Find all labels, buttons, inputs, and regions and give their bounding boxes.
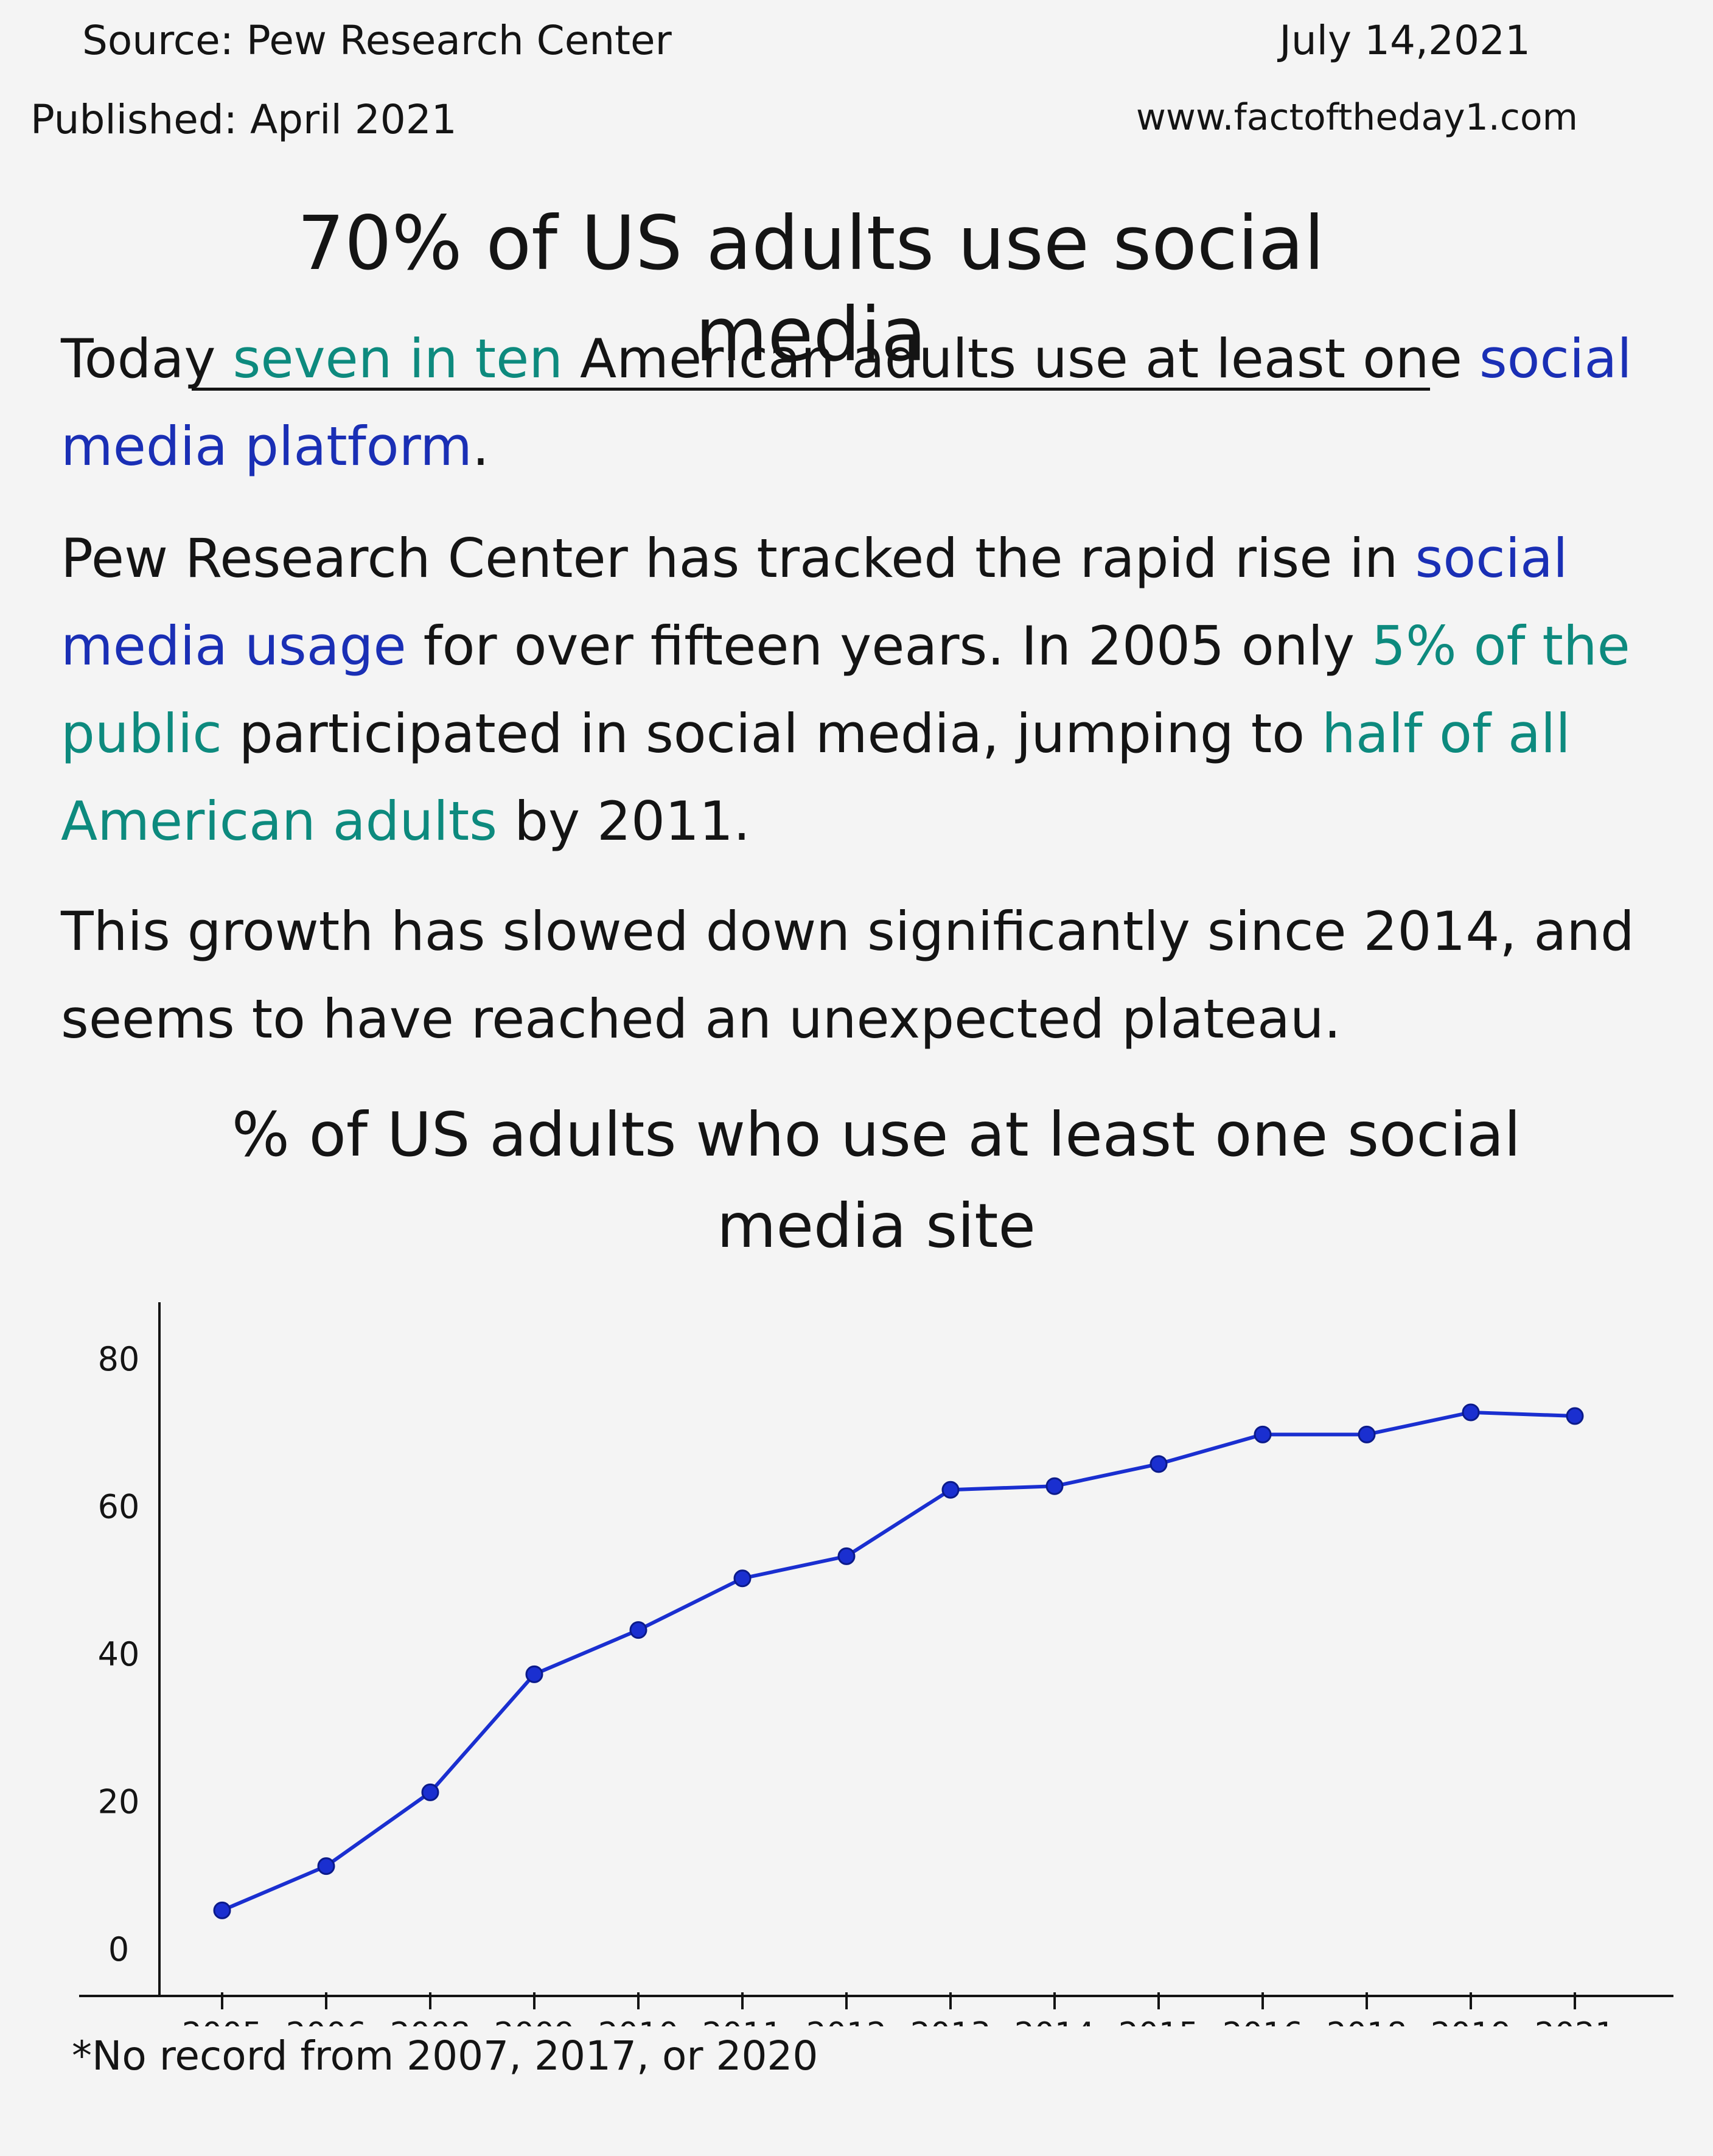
p2-highlight-half: half of all American adults — [61, 702, 1571, 853]
website-label: www.factoftheday1.com — [1136, 96, 1578, 139]
x-tick-label: 2005 — [182, 2016, 262, 2026]
y-tick-label: 0 — [108, 1930, 129, 1969]
p2-text-g: by 2011. — [497, 790, 750, 853]
p2-highlight-five-percent: 5% of the public — [61, 615, 1630, 765]
y-tick-label: 80 — [98, 1340, 140, 1378]
published-label: Published: April 2021 — [30, 96, 457, 143]
x-tick-label: 2015 — [1118, 2016, 1199, 2026]
data-point — [421, 1783, 439, 1801]
data-point — [1254, 1425, 1272, 1443]
paragraph-intro: Today seven in ten American adults use a… — [61, 315, 1655, 490]
date-label: July 14,2021 — [1279, 17, 1530, 64]
headline: 70% of US adults use social media — [192, 198, 1430, 391]
x-tick-label: 2006 — [286, 2016, 366, 2026]
y-tick-label: 60 — [98, 1488, 140, 1526]
paragraph-plateau: This growth has slowed down significantl… — [61, 900, 1635, 1050]
data-point — [1462, 1403, 1480, 1422]
data-point — [1358, 1425, 1376, 1443]
data-point — [1045, 1477, 1064, 1495]
x-tick-label: 2008 — [390, 2016, 470, 2026]
data-point — [629, 1621, 647, 1639]
data-point — [525, 1665, 543, 1683]
x-tick-label: 2018 — [1327, 2016, 1407, 2026]
p2-text-a: Pew Research Center has tracked the rapi… — [61, 527, 1415, 590]
chart-title: % of US adults who use at least one soci… — [231, 1099, 1521, 1261]
x-tick-label: 2021 — [1535, 2016, 1615, 2026]
chart-axes — [79, 1302, 1673, 1997]
p1-text-c: American adults use at least one — [563, 327, 1479, 390]
data-point — [1150, 1455, 1168, 1473]
data-point — [837, 1547, 856, 1565]
x-tick-label: 2011 — [702, 2016, 783, 2026]
x-tick-label: 2019 — [1431, 2016, 1511, 2026]
data-series — [213, 1403, 1584, 1919]
footnote: *No record from 2007, 2017, or 2020 — [72, 2032, 818, 2079]
data-point — [941, 1481, 960, 1499]
data-point — [213, 1901, 231, 1919]
p1-highlight-platform: social media platform — [61, 327, 1632, 478]
p1-text-a: Today — [61, 327, 233, 390]
x-tick-label: 2012 — [806, 2016, 887, 2026]
paragraph-history: Pew Research Center has tracked the rapi… — [61, 515, 1655, 865]
x-tick-label: 2010 — [598, 2016, 679, 2026]
x-tick-label: 2013 — [910, 2016, 991, 2026]
x-tick-label: 2016 — [1223, 2016, 1303, 2026]
series-line — [221, 1410, 1575, 1913]
y-tick-labels: 0 20 40 60 80 — [98, 1340, 140, 1969]
data-point — [317, 1857, 335, 1875]
data-point — [733, 1569, 752, 1588]
x-tick-labels: 2005 2006 2008 2009 2010 2011 2012 2013 2014 2015… — [182, 1992, 1615, 2026]
p2-text-c: for over fifteen years. In 2005 only — [406, 615, 1372, 677]
p2-text-e: participated in social media, jumping to — [222, 702, 1322, 765]
p1-text-e: . — [472, 415, 489, 478]
source-label: Source: Pew Research Center — [82, 17, 672, 64]
data-point — [1566, 1407, 1584, 1425]
p2-highlight-usage: social media usage — [61, 527, 1568, 677]
y-tick-label: 40 — [98, 1635, 140, 1673]
p1-highlight-seven-in-ten: seven in ten — [232, 327, 563, 390]
y-tick-label: 20 — [98, 1783, 140, 1821]
x-tick-label: 2014 — [1014, 2016, 1095, 2026]
x-tick-label: 2009 — [494, 2016, 574, 2026]
